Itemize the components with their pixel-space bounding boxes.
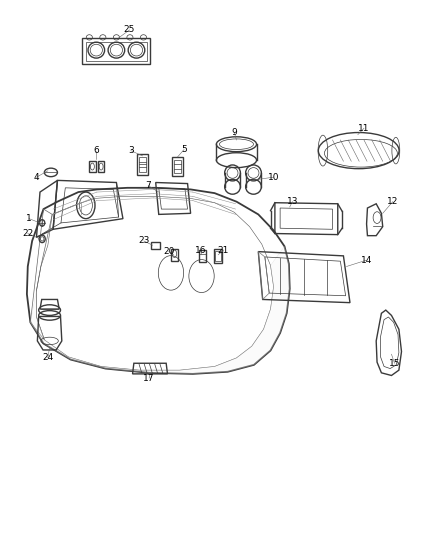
Text: 5: 5 <box>181 145 187 154</box>
Text: 16: 16 <box>195 246 206 255</box>
Bar <box>137 155 148 174</box>
Bar <box>215 251 221 261</box>
Text: 22: 22 <box>22 229 33 238</box>
Text: 13: 13 <box>286 197 298 206</box>
Bar <box>139 157 146 172</box>
Text: 15: 15 <box>389 359 400 368</box>
Text: 1: 1 <box>26 214 32 223</box>
Bar <box>151 241 160 249</box>
Bar <box>171 249 178 261</box>
Bar <box>172 157 183 176</box>
Text: 21: 21 <box>218 246 229 255</box>
Text: 3: 3 <box>128 146 134 155</box>
Text: 4: 4 <box>34 173 39 182</box>
Text: 25: 25 <box>124 26 135 35</box>
Bar <box>214 249 223 263</box>
Text: 9: 9 <box>231 128 237 137</box>
Text: 10: 10 <box>268 173 279 182</box>
Text: 14: 14 <box>361 256 372 264</box>
Text: 17: 17 <box>143 374 155 383</box>
Text: 6: 6 <box>93 146 99 155</box>
Bar <box>174 160 181 173</box>
Polygon shape <box>30 246 290 374</box>
Text: 7: 7 <box>145 181 151 190</box>
Text: 24: 24 <box>42 353 53 362</box>
Text: 12: 12 <box>387 197 399 206</box>
Text: 23: 23 <box>138 237 150 246</box>
Bar <box>89 161 95 172</box>
Bar <box>98 161 104 172</box>
Text: 20: 20 <box>163 247 174 256</box>
Bar <box>199 250 206 262</box>
Text: 11: 11 <box>358 124 370 133</box>
